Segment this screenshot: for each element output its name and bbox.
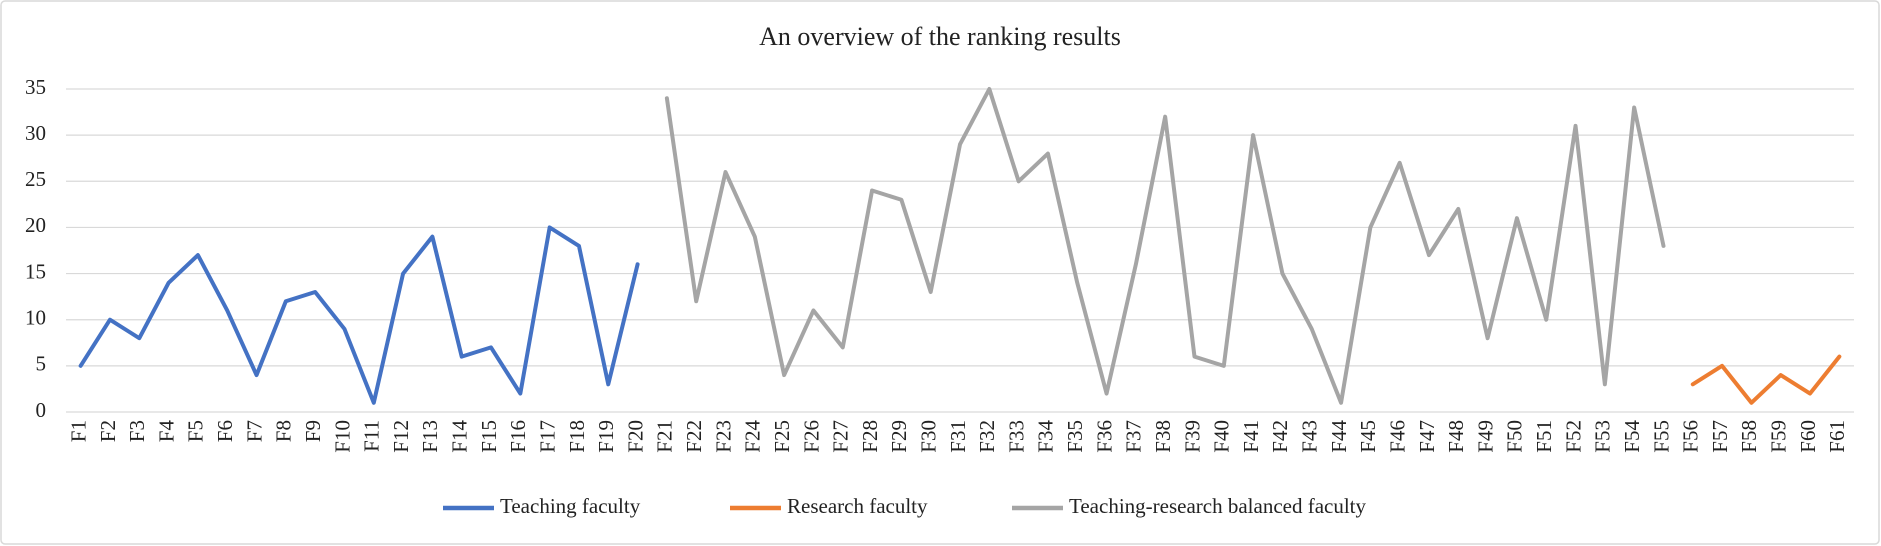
x-tick-label: F20 xyxy=(623,420,647,453)
x-tick-label: F47 xyxy=(1415,420,1439,453)
x-tick-label: F50 xyxy=(1503,420,1527,453)
x-tick-label: F40 xyxy=(1210,420,1234,453)
y-tick-label: 10 xyxy=(25,306,46,330)
x-tick-label: F3 xyxy=(125,420,149,442)
x-tick-label: F48 xyxy=(1444,420,1468,453)
x-tick-label: F6 xyxy=(213,420,237,442)
y-tick-label: 25 xyxy=(25,167,46,191)
x-tick-label: F24 xyxy=(741,420,765,453)
x-tick-label: F31 xyxy=(946,420,970,453)
x-tick-label: F54 xyxy=(1620,420,1644,453)
x-tick-label: F4 xyxy=(154,420,178,443)
x-tick-label: F57 xyxy=(1708,420,1732,453)
x-tick-label: F61 xyxy=(1825,420,1849,453)
series-line xyxy=(78,225,640,405)
x-tick-label: F46 xyxy=(1385,420,1409,453)
y-tick-label: 15 xyxy=(25,259,46,283)
x-tick-label: F32 xyxy=(975,420,999,453)
y-tick-label: 5 xyxy=(36,352,47,376)
x-tick-label: F9 xyxy=(301,420,325,442)
x-tick-label: F25 xyxy=(770,420,794,453)
x-tick-label: F26 xyxy=(799,420,823,453)
x-tick-label: F13 xyxy=(418,420,442,453)
y-tick-label: 0 xyxy=(36,398,47,422)
series-line xyxy=(664,87,1666,405)
x-tick-label: F34 xyxy=(1034,420,1058,453)
x-tick-label: F56 xyxy=(1679,420,1703,453)
x-tick-label: F33 xyxy=(1004,420,1028,453)
x-tick-label: F18 xyxy=(565,420,589,453)
x-tick-label: F52 xyxy=(1561,420,1585,453)
x-tick-label: F55 xyxy=(1649,420,1673,453)
x-tick-label: F42 xyxy=(1268,420,1292,453)
x-tick-label: F19 xyxy=(594,420,618,453)
x-tick-label: F5 xyxy=(184,420,208,442)
x-tick-label: F7 xyxy=(242,420,266,442)
x-tick-label: F51 xyxy=(1532,420,1556,453)
y-tick-label: 35 xyxy=(25,75,46,99)
x-tick-label: F49 xyxy=(1473,420,1497,453)
chart-title: An overview of the ranking results xyxy=(759,22,1121,51)
x-tick-label: F14 xyxy=(448,420,472,453)
x-tick-label: F43 xyxy=(1298,420,1322,453)
legend-label: Teaching faculty xyxy=(500,494,641,518)
legend-label: Teaching-research balanced faculty xyxy=(1069,494,1367,518)
x-tick-label: F16 xyxy=(506,420,530,453)
x-tick-label: F45 xyxy=(1356,420,1380,453)
x-tick-label: F38 xyxy=(1151,420,1175,453)
x-tick-label: F8 xyxy=(272,420,296,442)
x-tick-label: F35 xyxy=(1063,420,1087,453)
x-tick-label: F58 xyxy=(1737,420,1761,453)
x-tick-label: F59 xyxy=(1767,420,1791,453)
x-tick-label: F36 xyxy=(1092,420,1116,453)
x-tick-label: F23 xyxy=(711,420,735,453)
x-tick-label: F21 xyxy=(653,420,677,453)
x-tick-label: F44 xyxy=(1327,420,1351,453)
x-tick-label: F29 xyxy=(887,420,911,453)
y-tick-label: 30 xyxy=(25,121,46,145)
x-tick-label: F27 xyxy=(829,420,853,453)
series-line xyxy=(1690,354,1842,405)
x-tick-label: F41 xyxy=(1239,420,1263,453)
x-tick-label: F12 xyxy=(389,420,413,453)
x-tick-label: F37 xyxy=(1122,420,1146,453)
x-tick-label: F2 xyxy=(96,420,120,442)
x-tick-label: F22 xyxy=(682,420,706,453)
x-tick-label: F60 xyxy=(1796,420,1820,453)
x-tick-label: F17 xyxy=(535,420,559,453)
x-tick-label: F15 xyxy=(477,420,501,453)
x-tick-label: F11 xyxy=(360,420,384,452)
x-tick-label: F39 xyxy=(1180,420,1204,453)
y-tick-label: 20 xyxy=(25,213,46,237)
x-tick-label: F1 xyxy=(66,420,90,442)
x-tick-label: F10 xyxy=(330,420,354,453)
x-tick-label: F53 xyxy=(1591,420,1615,453)
x-tick-label: F28 xyxy=(858,420,882,453)
legend-label: Research faculty xyxy=(787,494,928,518)
x-tick-label: F30 xyxy=(917,420,941,453)
